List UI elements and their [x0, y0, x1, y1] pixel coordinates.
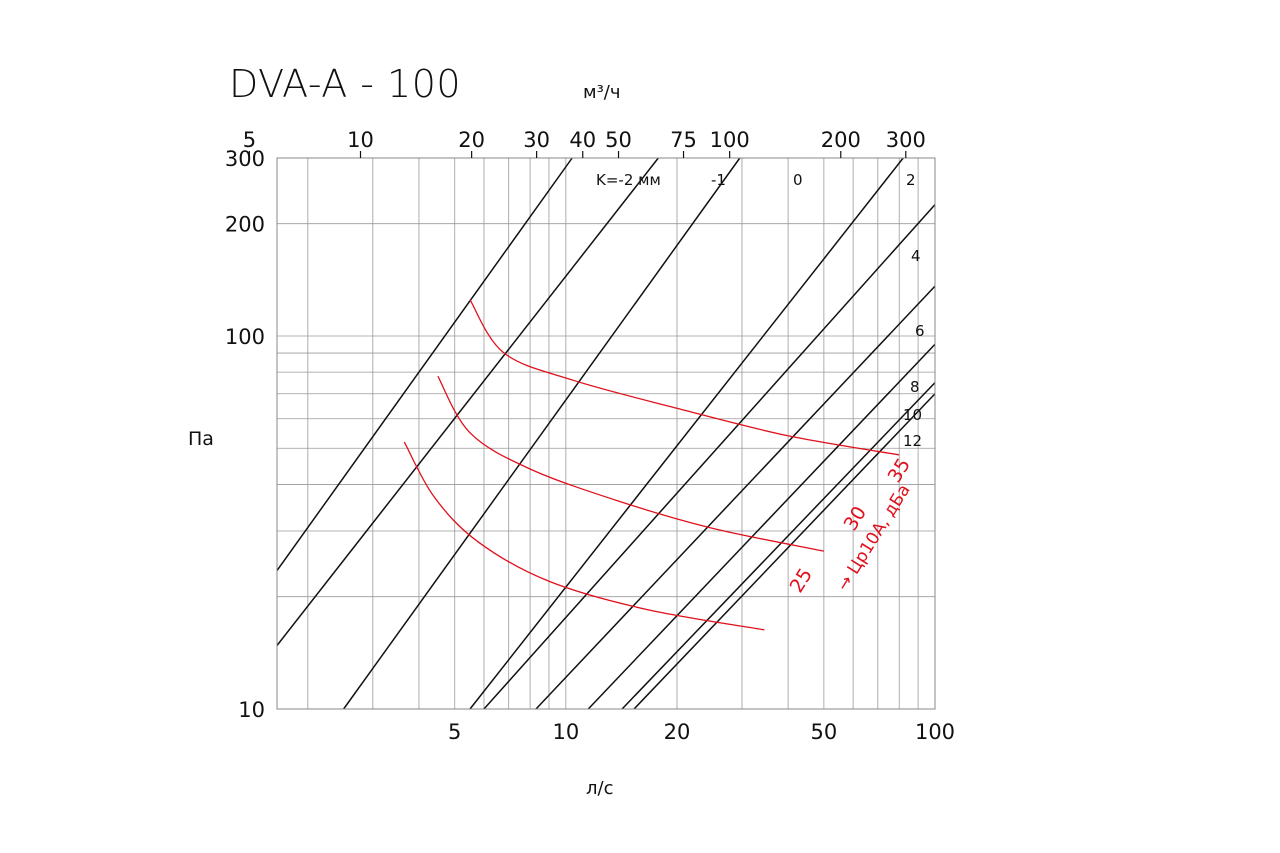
x2-tick-label: 100 — [710, 128, 750, 152]
k-line — [621, 382, 936, 710]
x2-tick-label: 50 — [605, 128, 632, 152]
k-line-label: 10 — [903, 406, 922, 424]
red-curve-label: 25 — [786, 564, 817, 596]
k-line — [343, 157, 741, 710]
k-line — [633, 393, 936, 710]
x2-tick-label: 20 — [458, 128, 485, 152]
x-axis-unit: л/с — [586, 778, 614, 799]
red-curve-label: 35 — [884, 454, 915, 486]
y-tick-label: 300 — [225, 147, 265, 171]
x-tick-label: 20 — [664, 720, 691, 744]
x-tick-label: 50 — [811, 720, 838, 744]
y-tick-label: 200 — [225, 213, 265, 237]
k-line-label: 8 — [910, 378, 920, 396]
k-line-label: -1 — [711, 171, 726, 189]
y-tick-label: 10 — [238, 698, 265, 722]
x2-tick-label: 300 — [886, 128, 926, 152]
k-line-label: 0 — [793, 171, 803, 189]
y-tick-label: 100 — [225, 325, 265, 349]
x-tick-label: 10 — [552, 720, 579, 744]
red-curve — [403, 441, 765, 631]
annotation-label: → Цр10А, дБа — [833, 481, 914, 595]
x-tick-label: 5 — [448, 720, 461, 744]
red-curve — [437, 375, 825, 552]
k-line — [469, 157, 904, 710]
grid — [277, 158, 935, 709]
x-tick-label: 100 — [915, 720, 955, 744]
k-line — [535, 285, 936, 710]
k-line-label: 2 — [906, 171, 916, 189]
top-axis-unit: м³/ч — [583, 82, 621, 103]
plot-frame — [276, 157, 936, 710]
k-line — [276, 157, 573, 572]
x2-tick-label: 40 — [569, 128, 596, 152]
k-line-label: 12 — [903, 432, 922, 450]
x2-tick-label: 5 — [243, 128, 256, 152]
chart-title: DVA-A - 100 — [229, 62, 462, 106]
k-lines — [276, 157, 936, 710]
x2-tick-label: 75 — [670, 128, 697, 152]
x2-tick-label: 30 — [523, 128, 550, 152]
k-line — [276, 157, 659, 646]
x2-tick-label: 200 — [821, 128, 861, 152]
k-line-label: 6 — [915, 322, 925, 340]
red-curve — [469, 299, 900, 456]
k-line — [587, 343, 936, 710]
k-line-label: 4 — [911, 247, 921, 265]
x2-tick-label: 10 — [347, 128, 374, 152]
k-line — [483, 204, 936, 710]
red-curves — [403, 299, 900, 631]
y-axis-unit: Па — [188, 428, 214, 450]
k-line-label: K=-2 мм — [596, 171, 661, 189]
